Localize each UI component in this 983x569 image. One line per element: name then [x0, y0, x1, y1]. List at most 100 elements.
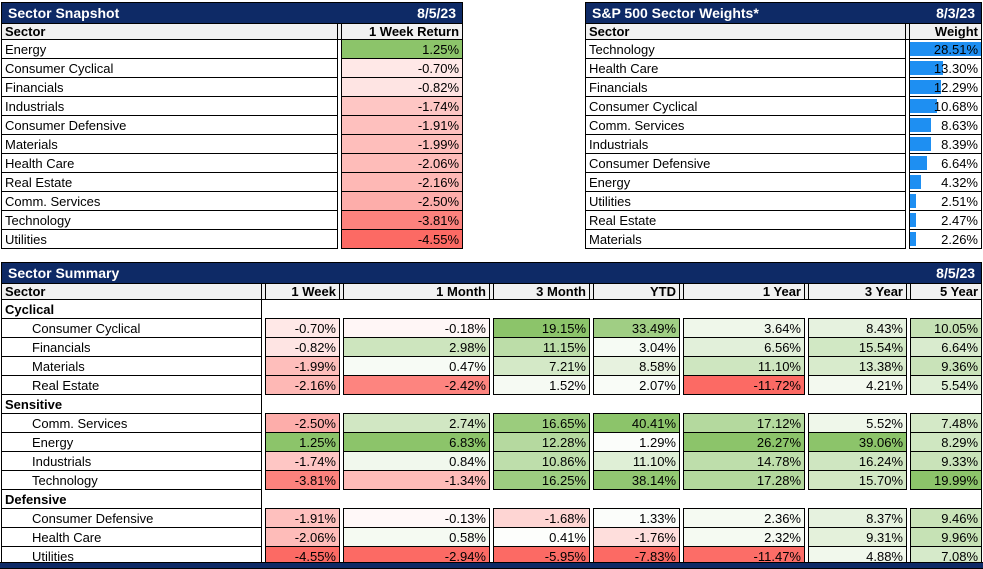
column-gap [261, 470, 266, 490]
table-row: Health Care -2.06% 0.58% 0.41% -1.76% 2.32% 9.… [1, 527, 983, 547]
column-gap [679, 413, 684, 433]
column-header: Sector [1, 23, 338, 40]
weight-value-cell: 8.39% [909, 134, 982, 154]
return-value-cell: -1.74% [340, 96, 464, 116]
column-gap [337, 210, 342, 230]
column-gap [489, 318, 494, 338]
column-gap [589, 527, 594, 547]
weight-value-cell: 28.51% [909, 39, 982, 59]
column-gap [589, 508, 594, 528]
weight-bar [910, 137, 931, 151]
column-gap [906, 432, 911, 452]
weight-value-cell: 2.51% [909, 191, 982, 211]
column-gap [679, 356, 684, 376]
return-value-cell: 8.37% [808, 508, 907, 528]
table-row: Utilities -4.55% [1, 229, 464, 249]
column-gap [804, 527, 809, 547]
table-row: Technology 28.51% [585, 39, 982, 59]
return-value-cell: 40.41% [593, 413, 680, 433]
column-gap [905, 96, 910, 116]
return-value-cell: 26.27% [683, 432, 805, 452]
sector-name-cell: Materials [1, 356, 262, 376]
sector-name-cell: Industrials [1, 96, 338, 116]
sector-name-cell: Consumer Defensive [1, 508, 262, 528]
group-label-cell: Defensive [1, 489, 262, 509]
return-value-cell: 11.10% [593, 451, 680, 471]
return-value-cell: 0.58% [343, 527, 490, 547]
weight-value: 2.51% [941, 193, 978, 209]
weight-value: 12.29% [933, 79, 978, 95]
column-gap [337, 134, 342, 154]
column-gap [489, 508, 494, 528]
column-gap [905, 134, 910, 154]
column-gap [489, 470, 494, 490]
summary-title-bar: Sector Summary 8/5/23 [0, 262, 983, 284]
table-row: Industrials -1.74% 0.84% 10.86% 11.10% 14.78%… [1, 451, 983, 471]
return-value-cell: -7.83% [593, 546, 680, 566]
column-header-row: Sector Weight [585, 23, 982, 40]
column-gap [804, 508, 809, 528]
weights-title-bar: S&P 500 Sector Weights* 8/3/23 [585, 2, 982, 24]
return-value-cell: -1.99% [265, 356, 340, 376]
return-value-cell: 16.24% [808, 451, 907, 471]
return-value-cell: 10.86% [493, 451, 590, 471]
weight-value: 8.63% [941, 117, 978, 133]
return-value-cell: 0.41% [493, 527, 590, 547]
table-row: Technology -3.81% -1.34% 16.25% 38.14% 17.28%… [1, 470, 983, 490]
sector-name-cell: Energy [585, 172, 906, 192]
column-gap [905, 210, 910, 230]
return-value-cell: -2.50% [340, 191, 464, 211]
return-value-cell: -0.70% [340, 58, 464, 78]
table-row: Energy 4.32% [585, 172, 982, 192]
column-gap [261, 546, 266, 566]
return-value-cell: 38.14% [593, 470, 680, 490]
group-blank-cell [261, 394, 983, 414]
return-value-cell: -2.16% [340, 172, 464, 192]
column-gap [339, 337, 344, 357]
return-value-cell: -1.99% [340, 134, 464, 154]
weight-bar [910, 118, 932, 132]
sector-name-cell: Health Care [1, 527, 262, 547]
group-label-cell: Cyclical [1, 299, 262, 319]
column-gap [589, 432, 594, 452]
return-value-cell: -2.06% [340, 153, 464, 173]
column-gap [337, 172, 342, 192]
return-value-cell: 2.98% [343, 337, 490, 357]
return-value-cell: 8.29% [909, 432, 983, 452]
return-value-cell: 9.96% [909, 527, 983, 547]
return-value-cell: 2.32% [683, 527, 805, 547]
sector-name-cell: Health Care [1, 153, 338, 173]
table-date: 8/5/23 [417, 5, 457, 21]
return-value-cell: 9.31% [808, 527, 907, 547]
column-gap [804, 318, 809, 338]
weight-value-cell: 2.26% [909, 229, 982, 249]
return-value-cell: 14.78% [683, 451, 805, 471]
column-gap [489, 451, 494, 471]
table-row: Technology -3.81% [1, 210, 464, 230]
column-gap [337, 229, 342, 249]
column-gap [906, 375, 911, 395]
return-value-cell: 9.46% [909, 508, 983, 528]
sector-name-cell: Technology [585, 39, 906, 59]
table-row: Utilities 2.51% [585, 191, 982, 211]
sector-name-cell: Consumer Defensive [1, 115, 338, 135]
column-gap [589, 546, 594, 566]
column-gap [804, 356, 809, 376]
weight-bar [910, 80, 941, 94]
return-value-cell: 1.29% [593, 432, 680, 452]
column-header: 5 Year [909, 283, 983, 300]
return-value-cell: 6.83% [343, 432, 490, 452]
return-value-cell: 1.52% [493, 375, 590, 395]
weight-value: 10.68% [933, 98, 978, 114]
sector-name-cell: Energy [1, 39, 338, 59]
sector-name-cell: Comm. Services [1, 413, 262, 433]
table-row: Health Care 13.30% [585, 58, 982, 78]
column-gap [905, 115, 910, 135]
weight-value-cell: 2.47% [909, 210, 982, 230]
column-gap [589, 413, 594, 433]
column-gap [679, 470, 684, 490]
column-header-row: Sector 1 Week Return [1, 23, 464, 40]
column-gap [906, 356, 911, 376]
return-value-cell: 17.28% [683, 470, 805, 490]
column-gap [337, 115, 342, 135]
